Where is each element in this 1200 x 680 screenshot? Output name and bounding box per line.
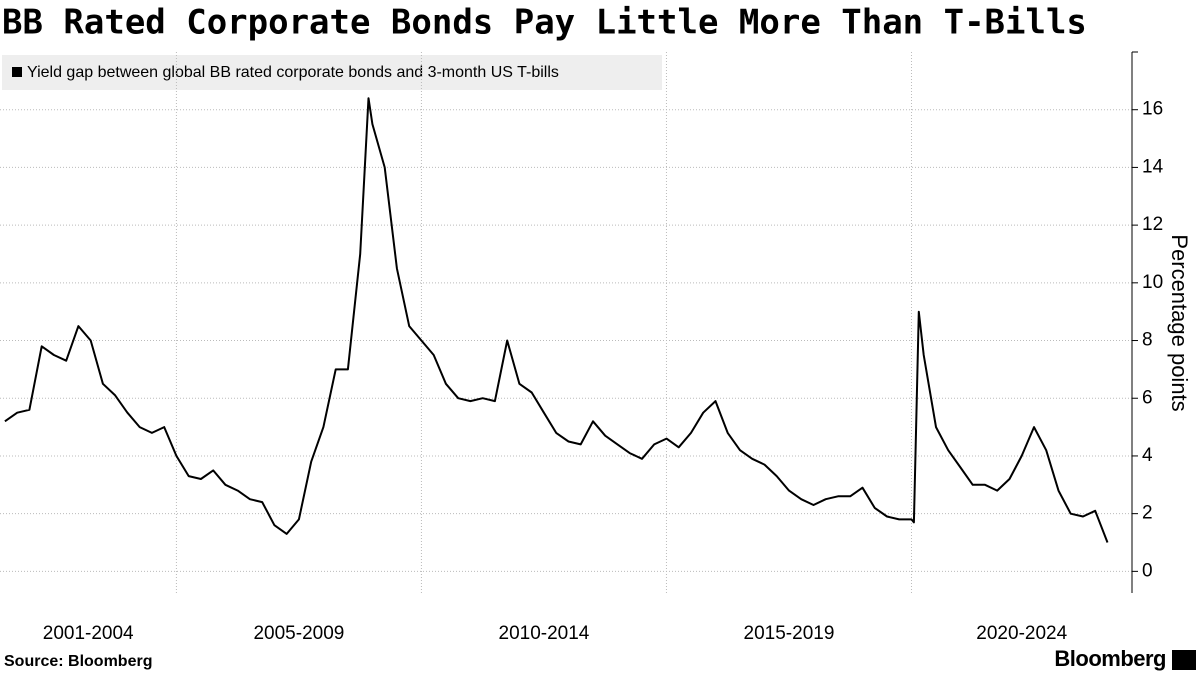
y-tick-label: 14 bbox=[1142, 156, 1164, 177]
brand: Bloomberg bbox=[1054, 646, 1166, 671]
y-tick-label: 6 bbox=[1142, 387, 1153, 408]
legend-label: Yield gap between global BB rated corpor… bbox=[27, 64, 559, 81]
legend-box bbox=[2, 55, 662, 90]
source: Source: Bloomberg bbox=[4, 653, 152, 670]
y-tick-label: 2 bbox=[1142, 503, 1153, 524]
x-period-label: 2020-2024 bbox=[976, 623, 1067, 644]
y-axis-label: Percentage points bbox=[1167, 234, 1192, 411]
x-period-label: 2010-2014 bbox=[499, 623, 590, 644]
y-tick-label: 4 bbox=[1142, 445, 1153, 466]
y-tick-label: 16 bbox=[1142, 99, 1163, 120]
data-line bbox=[4, 97, 1109, 543]
x-period-label: 2001-2004 bbox=[43, 623, 134, 644]
y-tick-label: 12 bbox=[1142, 214, 1163, 235]
legend-swatch bbox=[12, 67, 22, 77]
brand-icon bbox=[1172, 650, 1196, 670]
y-tick-label: 8 bbox=[1142, 330, 1153, 351]
y-tick-label: 0 bbox=[1142, 560, 1153, 581]
chart-title: BB Rated Corporate Bonds Pay Little More… bbox=[2, 3, 1087, 43]
y-tick-label: 10 bbox=[1142, 272, 1163, 293]
x-period-label: 2015-2019 bbox=[744, 623, 835, 644]
x-period-label: 2005-2009 bbox=[253, 623, 344, 644]
